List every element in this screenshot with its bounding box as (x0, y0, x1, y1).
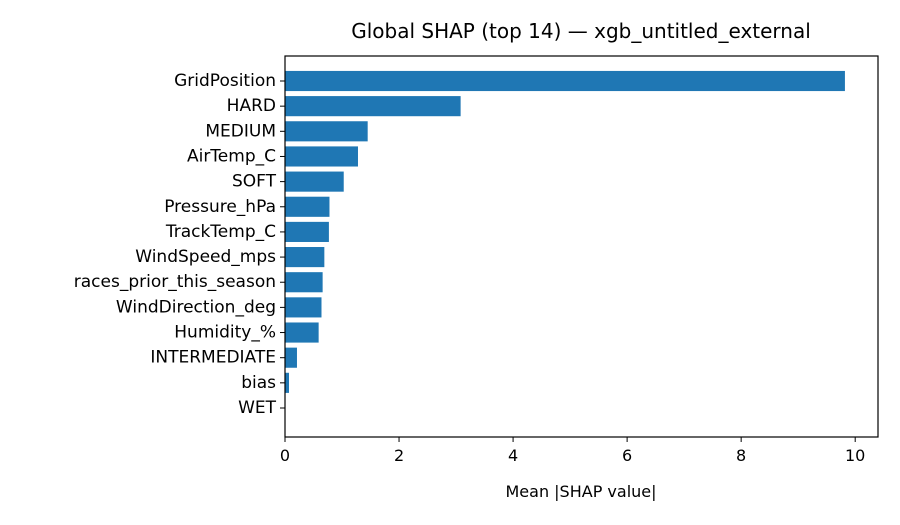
bar-airtemp-c (285, 146, 358, 167)
category-label: WindSpeed_mps (135, 247, 276, 267)
x-tick-label: 6 (622, 446, 632, 465)
x-tick-label: 2 (394, 446, 404, 465)
category-label: SOFT (232, 172, 277, 192)
x-axis-label: Mean |SHAP value| (505, 482, 656, 501)
category-label: TrackTemp_C (165, 222, 276, 242)
category-label: GridPosition (174, 71, 276, 91)
category-label: bias (241, 373, 276, 393)
plot-frame (284, 55, 879, 438)
x-tick-label: 10 (845, 446, 865, 465)
category-label: races_prior_this_season (74, 272, 276, 292)
category-label: WET (238, 398, 277, 418)
bar-hard (285, 96, 461, 117)
bar-winddirection-deg (285, 297, 322, 318)
bar-bias (285, 372, 289, 393)
bar-medium (285, 121, 368, 142)
bar-soft (285, 171, 344, 192)
category-label: MEDIUM (205, 121, 276, 141)
category-label: Humidity_% (174, 323, 276, 343)
bars-group (285, 70, 845, 393)
bar-gridposition (285, 70, 845, 92)
category-label: INTERMEDIATE (150, 348, 276, 368)
bar-tracktemp-c (285, 221, 329, 242)
x-tick-label: 4 (508, 446, 518, 465)
bar-pressure-hpa (285, 196, 330, 217)
category-label: Pressure_hPa (164, 197, 276, 217)
chart-title: Global SHAP (top 14) — xgb_untitled_exte… (351, 19, 811, 43)
category-labels: GridPosition HARD MEDIUM AirTemp_C SOFT Press… (74, 71, 285, 418)
x-tick-label: 0 (280, 446, 290, 465)
bar-intermediate (285, 347, 297, 368)
category-label: AirTemp_C (187, 146, 276, 166)
category-label: WindDirection_deg (116, 297, 276, 317)
bar-races-prior-this-season (285, 272, 323, 293)
x-tick-label: 8 (736, 446, 746, 465)
category-label: HARD (227, 96, 276, 116)
bar-humidity- (285, 322, 319, 343)
x-axis-ticks: 0 2 4 6 8 10 (280, 437, 865, 465)
bar-windspeed-mps (285, 247, 325, 268)
